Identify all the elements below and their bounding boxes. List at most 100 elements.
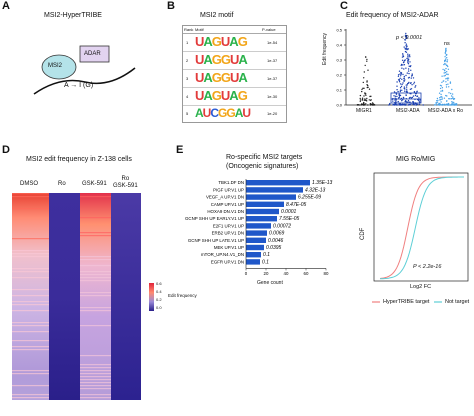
c-point: [407, 56, 409, 58]
c-point: [440, 96, 442, 98]
heatmap-stripe: [12, 238, 49, 240]
heatmap-stripe: [12, 295, 49, 297]
c-point: [393, 95, 395, 97]
c-point: [366, 81, 368, 83]
header-pvalue: P-value: [262, 27, 276, 32]
panel-label-e: E: [176, 144, 184, 156]
c-point: [402, 64, 404, 66]
c-point: [415, 85, 417, 87]
c-point: [365, 93, 367, 95]
heatmap-stripe: [80, 274, 111, 276]
c-point: [403, 60, 406, 62]
d-legend-tick: 0.4: [156, 289, 162, 294]
c-point: [398, 96, 401, 99]
panel-c-title: Edit frequency of MSI2-ADAR: [346, 12, 439, 19]
c-point: [405, 86, 408, 88]
bar-pvalue-label: 0.1: [263, 252, 270, 258]
c-point: [446, 100, 448, 102]
motif-logo: UAGGUA: [195, 70, 248, 85]
c-point: [396, 95, 398, 98]
heatmap-stripe: [80, 382, 111, 384]
heatmap-stripe: [12, 268, 49, 270]
c-point: [444, 74, 446, 77]
motif-logo: UAGUAG: [195, 34, 248, 49]
bar: [246, 201, 284, 207]
c-point: [406, 88, 408, 91]
c-point: [359, 104, 361, 106]
motif-row: 4 UAGUAG 1e-30: [183, 88, 286, 106]
c-point: [365, 56, 367, 58]
c-point: [405, 34, 408, 37]
c-point: [439, 87, 442, 90]
heatmap-stripe: [80, 364, 111, 366]
c-point: [366, 97, 368, 100]
c-point: [359, 100, 361, 103]
bar: [246, 208, 279, 215]
f-legend-not-target: Not target: [445, 299, 470, 305]
c-point: [405, 32, 407, 35]
c-point: [412, 101, 414, 103]
motif-logo: AUCGGAU: [195, 106, 251, 120]
bar-category-label: HOXA9 DN.V1 DN: [207, 209, 244, 214]
c-point: [407, 101, 409, 103]
c-point: [363, 99, 365, 102]
heatmap-stripe: [12, 304, 49, 306]
c-point: [443, 63, 445, 66]
heatmap-col-gsk: [80, 193, 111, 400]
msi2-label: MSI2: [48, 63, 63, 69]
c-point: [395, 99, 397, 101]
bar-category-label: CAMP UP.V1 UP: [211, 202, 244, 207]
bar-pvalue-label: 0.1: [262, 259, 269, 265]
heatmap-stripe: [12, 271, 49, 273]
c-point: [444, 60, 446, 63]
heatmap-stripe: [80, 280, 111, 282]
panel-b-title: MSI2 motif: [200, 12, 234, 19]
c-point: [403, 86, 406, 88]
c-point: [446, 64, 448, 67]
c-point: [406, 72, 408, 74]
bar: [246, 252, 261, 258]
c-point: [450, 92, 452, 95]
c-point: [443, 75, 445, 77]
c-point: [406, 48, 408, 51]
heatmap-stripe: [80, 397, 111, 399]
c-point: [408, 76, 410, 79]
heatmap-stripe: [80, 232, 111, 234]
c-point: [410, 97, 413, 99]
panel-label-b: B: [167, 0, 175, 12]
c-point: [445, 67, 447, 70]
c-point: [372, 103, 375, 105]
c-point: [447, 83, 449, 85]
heatmap-stripe: [12, 196, 49, 198]
c-point: [363, 95, 365, 97]
motif-row: 3 UAGGUA 1e-37: [183, 70, 286, 88]
c-ytick-label: 0.2: [336, 73, 342, 78]
c-point: [402, 82, 404, 84]
c-point: [433, 104, 436, 106]
motif-row: 1 UAGUAG 1e-54: [183, 34, 286, 52]
c-point: [446, 57, 448, 59]
c-point: [446, 59, 449, 61]
c-point: [410, 103, 412, 106]
heatmap-stripe: [80, 355, 111, 357]
c-point: [409, 61, 411, 63]
heatmap-stripe: [12, 322, 49, 324]
f-xlabel: Log2 FC: [410, 284, 432, 290]
c-point: [363, 103, 365, 105]
c-point: [406, 90, 408, 92]
heatmap-stripe: [80, 307, 111, 309]
c-point: [399, 73, 401, 75]
heatmap-stripe: [80, 367, 111, 369]
c-point: [449, 104, 451, 106]
c-point: [364, 64, 366, 67]
bar: [246, 259, 260, 265]
c-point: [405, 67, 407, 69]
c-point: [361, 98, 364, 101]
c-point: [397, 75, 400, 78]
heatmap-stripe: [80, 388, 111, 390]
c-point: [413, 83, 415, 85]
c-point: [407, 100, 410, 102]
c-point: [445, 104, 448, 106]
c-point: [364, 98, 366, 100]
c-point: [455, 104, 458, 106]
